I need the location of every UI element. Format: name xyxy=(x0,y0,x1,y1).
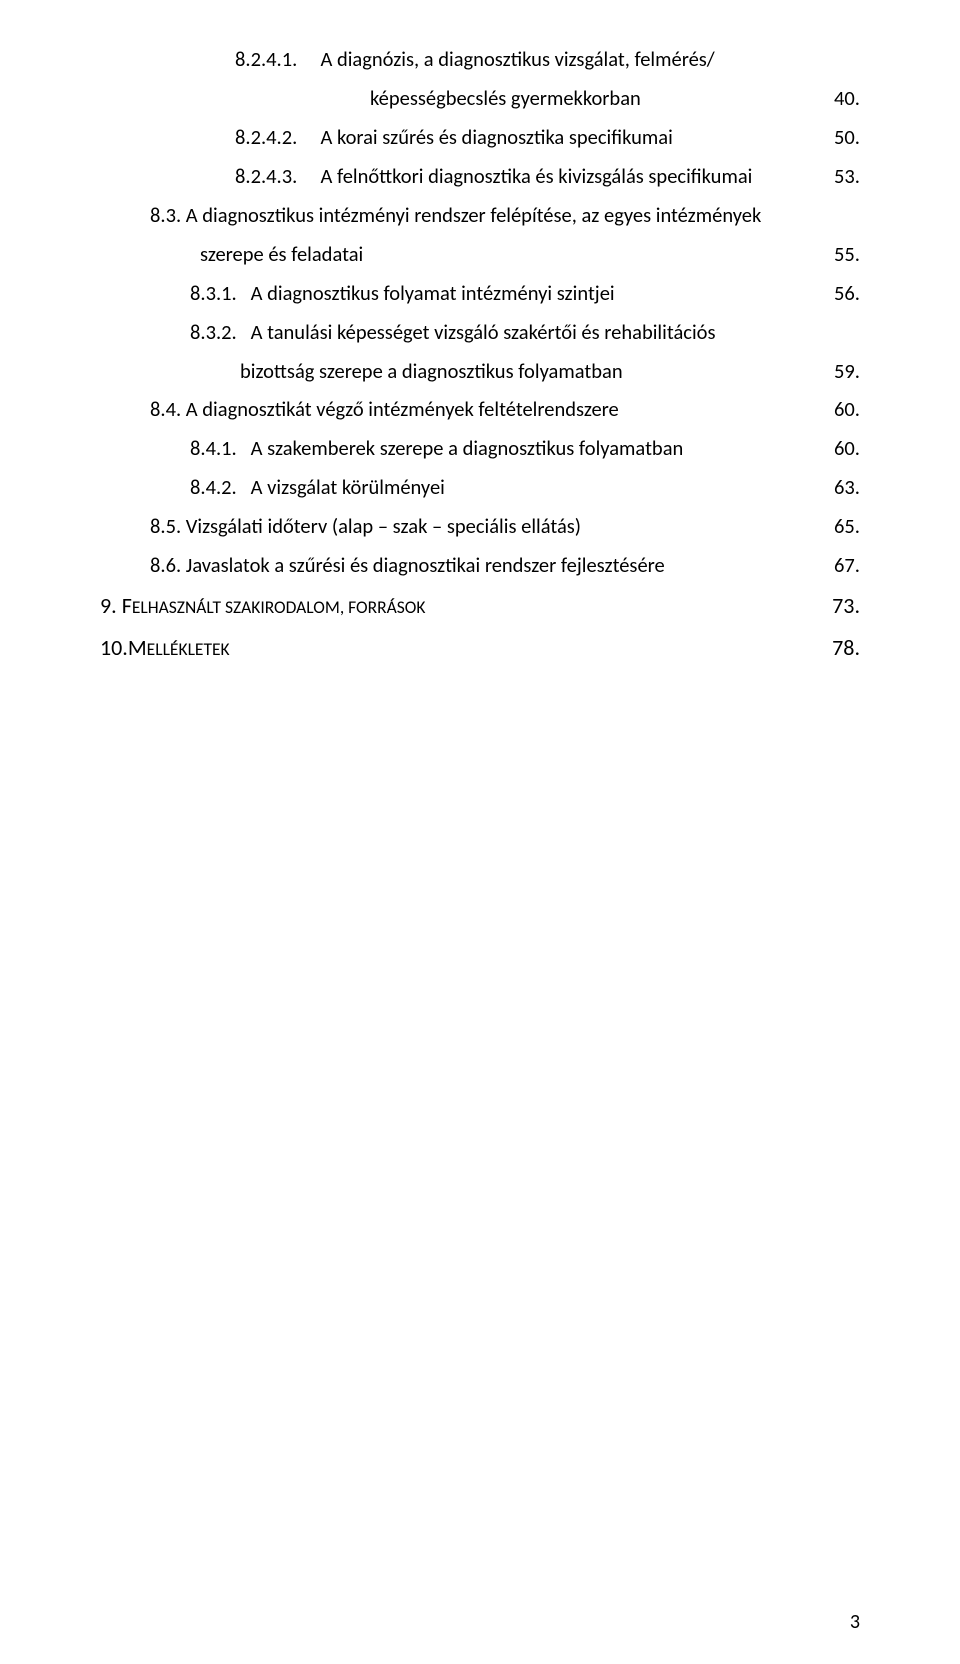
toc-major-sc2: FORRÁSOK xyxy=(348,596,425,618)
toc-label: 8.2.4.2. xyxy=(235,124,297,150)
toc-text: 8.3.2. A tanulási képességet vizsgáló sz… xyxy=(190,313,820,352)
toc-page: 50. xyxy=(820,118,860,157)
toc-title: A korai szűrés és diagnosztika specifiku… xyxy=(320,124,672,150)
toc-entry: 8.2.4.1. A diagnózis, a diagnosztikus vi… xyxy=(100,40,860,79)
toc-entry: 8.5. Vizsgálati időterv (alap – szak – s… xyxy=(100,507,860,546)
toc-page: 40. xyxy=(820,79,860,118)
toc-label: 8.3. xyxy=(150,202,181,228)
toc-entry: 8.3. A diagnosztikus intézményi rendszer… xyxy=(100,196,860,235)
toc-title: A felnőttkori diagnosztika és kivizsgálá… xyxy=(320,163,752,189)
toc-text: 8.2.4.2. A korai szűrés és diagnosztika … xyxy=(235,118,820,157)
toc-text: bizottság szerepe a diagnosztikus folyam… xyxy=(190,352,820,391)
toc-page: 73. xyxy=(820,585,860,627)
toc-label: 8.3.2. xyxy=(190,319,237,345)
toc-title: A tanulási képességet vizsgáló szakértői… xyxy=(251,319,716,345)
toc-entry: 8.3.1. A diagnosztikus folyamat intézmén… xyxy=(100,274,860,313)
toc-label: 8.4.2. xyxy=(190,474,237,500)
toc-title: A diagnózis, a diagnosztikus vizsgálat, … xyxy=(320,46,714,72)
toc-major-cap: M xyxy=(128,634,147,661)
toc-entry: 8.2.4.2. A korai szűrés és diagnosztika … xyxy=(100,118,860,157)
toc-entry: 8.2.4.3. A felnőttkori diagnosztika és k… xyxy=(100,157,860,196)
toc-page: 59. xyxy=(820,352,860,391)
toc-text: 8.6. Javaslatok a szűrési és diagnosztik… xyxy=(150,546,820,585)
toc-page: 67. xyxy=(820,546,860,585)
toc-label: 8.6. xyxy=(150,552,181,578)
toc-text: képességbecslés gyermekkorban xyxy=(235,79,820,118)
toc-major-sc: ELHASZNÁLT SZAKIRODALOM xyxy=(132,596,340,618)
toc-page: 60. xyxy=(820,390,860,429)
toc-label: 8.4.1. xyxy=(190,435,237,461)
toc-title: Vizsgálati időterv (alap – szak – speciá… xyxy=(186,513,581,539)
toc-page: 60. xyxy=(820,429,860,468)
toc-title: A diagnosztikus folyamat intézményi szin… xyxy=(251,280,615,306)
toc-text: 8.5. Vizsgálati időterv (alap – szak – s… xyxy=(150,507,820,546)
toc-text: 10.MELLÉKLETEK xyxy=(100,627,820,669)
toc-title: A diagnosztikus intézményi rendszer felé… xyxy=(186,202,762,228)
toc-entry: képességbecslés gyermekkorban 40. xyxy=(100,79,860,118)
toc-title: bizottság szerepe a diagnosztikus folyam… xyxy=(240,358,623,384)
toc-entry: 8.3.2. A tanulási képességet vizsgáló sz… xyxy=(100,313,860,352)
toc-title: szerepe és feladatai xyxy=(200,241,363,267)
toc-title: A szakemberek szerepe a diagnosztikus fo… xyxy=(251,435,684,461)
toc-major-sc: ELLÉKLETEK xyxy=(147,638,230,660)
toc-major-mid: , xyxy=(340,596,348,618)
toc-major-cap: F xyxy=(122,592,132,619)
toc-page: 78. xyxy=(820,627,860,669)
toc-text: 8.3.1. A diagnosztikus folyamat intézmén… xyxy=(190,274,820,313)
toc-label: 8.3.1. xyxy=(190,280,237,306)
toc-major-entry: 10.MELLÉKLETEK 78. xyxy=(100,627,860,669)
toc-title: A diagnosztikát végző intézmények feltét… xyxy=(186,396,619,422)
toc-text: 9. FELHASZNÁLT SZAKIRODALOM, FORRÁSOK xyxy=(100,585,820,627)
toc-title: A vizsgálat körülményei xyxy=(251,474,445,500)
toc-label: 8.2.4.1. xyxy=(235,46,297,72)
toc-entry: 8.4. A diagnosztikát végző intézmények f… xyxy=(100,390,860,429)
toc-major-entry: 9. FELHASZNÁLT SZAKIRODALOM, FORRÁSOK 73… xyxy=(100,585,860,627)
toc-text: 8.2.4.1. A diagnózis, a diagnosztikus vi… xyxy=(235,40,820,79)
toc-text: 8.4.1. A szakemberek szerepe a diagnoszt… xyxy=(190,429,820,468)
toc-label: 10. xyxy=(100,634,128,661)
toc-text: 8.2.4.3. A felnőttkori diagnosztika és k… xyxy=(235,157,820,196)
toc-entry: bizottság szerepe a diagnosztikus folyam… xyxy=(100,352,860,391)
toc-entry: szerepe és feladatai 55. xyxy=(100,235,860,274)
toc-text: 8.4.2. A vizsgálat körülményei xyxy=(190,468,820,507)
page-container: 8.2.4.1. A diagnózis, a diagnosztikus vi… xyxy=(0,0,960,1664)
toc-label: 8.2.4.3. xyxy=(235,163,297,189)
toc-page: 53. xyxy=(820,157,860,196)
toc-page: 63. xyxy=(820,468,860,507)
toc-text: 8.4. A diagnosztikát végző intézmények f… xyxy=(150,390,820,429)
toc-page: 56. xyxy=(820,274,860,313)
toc-entry: 8.4.1. A szakemberek szerepe a diagnoszt… xyxy=(100,429,860,468)
toc-label: 8.5. xyxy=(150,513,181,539)
toc-page: 55. xyxy=(820,235,860,274)
toc-label: 8.4. xyxy=(150,396,181,422)
toc-title: Javaslatok a szűrési és diagnosztikai re… xyxy=(186,552,665,578)
toc-label: 9. xyxy=(100,592,117,619)
toc-entry: 8.6. Javaslatok a szűrési és diagnosztik… xyxy=(100,546,860,585)
toc-page: 65. xyxy=(820,507,860,546)
toc-text: 8.3. A diagnosztikus intézményi rendszer… xyxy=(150,196,820,235)
toc-text: szerepe és feladatai xyxy=(150,235,820,274)
page-number: 3 xyxy=(850,1610,860,1634)
toc-title: képességbecslés gyermekkorban xyxy=(370,85,641,111)
toc-entry: 8.4.2. A vizsgálat körülményei 63. xyxy=(100,468,860,507)
